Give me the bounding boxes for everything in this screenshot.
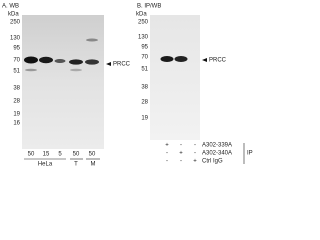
group-label: HeLa bbox=[38, 162, 53, 168]
marker: 95 bbox=[13, 46, 20, 52]
ip-label: IP bbox=[247, 151, 253, 157]
marker: 19 bbox=[13, 112, 20, 118]
arrow bbox=[202, 58, 207, 62]
group-label: T bbox=[74, 162, 78, 168]
ip-sign: - bbox=[166, 159, 168, 165]
marker: 28 bbox=[141, 100, 148, 106]
marker: 130 bbox=[138, 35, 149, 41]
band bbox=[85, 59, 99, 65]
marker: 16 bbox=[13, 121, 20, 127]
ip-sign: - bbox=[180, 143, 182, 149]
lane-label: 15 bbox=[43, 152, 50, 158]
panel-label: B. IP/WB bbox=[137, 4, 161, 10]
ip-sign: + bbox=[193, 159, 197, 165]
arrow bbox=[106, 62, 111, 66]
marker: 130 bbox=[10, 36, 21, 42]
band bbox=[160, 56, 174, 62]
kda-label: kDa bbox=[8, 12, 19, 18]
lane-label: 5 bbox=[58, 152, 62, 158]
marker: 51 bbox=[141, 67, 148, 73]
target-label: PRCC bbox=[113, 62, 131, 68]
kda-label: kDa bbox=[136, 12, 147, 18]
figure: A. WB kDa 250 130 95 70 51 38 28 19 16 PRCC 50 15 5 50 5… bbox=[2, 4, 253, 168]
marker: 28 bbox=[13, 99, 20, 105]
marker: 19 bbox=[141, 116, 148, 122]
marker: 250 bbox=[10, 20, 21, 26]
marker: 38 bbox=[13, 86, 20, 92]
blot-a bbox=[22, 15, 104, 149]
ip-row-label: Ctrl IgG bbox=[202, 159, 223, 165]
ip-sign: + bbox=[165, 143, 169, 149]
ip-sign: - bbox=[166, 151, 168, 157]
panel-label: A. WB bbox=[2, 4, 19, 10]
marker: 38 bbox=[141, 85, 148, 91]
group-label: M bbox=[91, 162, 96, 168]
lane-label: 50 bbox=[28, 152, 35, 158]
marker: 51 bbox=[13, 69, 20, 75]
target-label: PRCC bbox=[209, 58, 227, 64]
band bbox=[70, 68, 82, 72]
band bbox=[174, 56, 188, 62]
lane-label: 50 bbox=[73, 152, 80, 158]
band bbox=[24, 56, 38, 64]
band bbox=[54, 59, 66, 63]
ip-sign: - bbox=[194, 151, 196, 157]
ip-row-label: A302-339A bbox=[202, 143, 232, 149]
marker: 70 bbox=[13, 58, 20, 64]
ip-row-label: A302-340A bbox=[202, 151, 232, 157]
band bbox=[39, 56, 53, 64]
band bbox=[25, 68, 37, 72]
lane-label: 50 bbox=[89, 152, 96, 158]
band bbox=[69, 59, 83, 65]
ip-sign: + bbox=[179, 151, 183, 157]
marker: 95 bbox=[141, 45, 148, 51]
marker: 250 bbox=[138, 20, 149, 26]
ip-sign: - bbox=[180, 159, 182, 165]
marker: 70 bbox=[141, 55, 148, 61]
blot-b bbox=[150, 15, 200, 140]
ip-sign: - bbox=[194, 143, 196, 149]
band bbox=[86, 38, 98, 42]
